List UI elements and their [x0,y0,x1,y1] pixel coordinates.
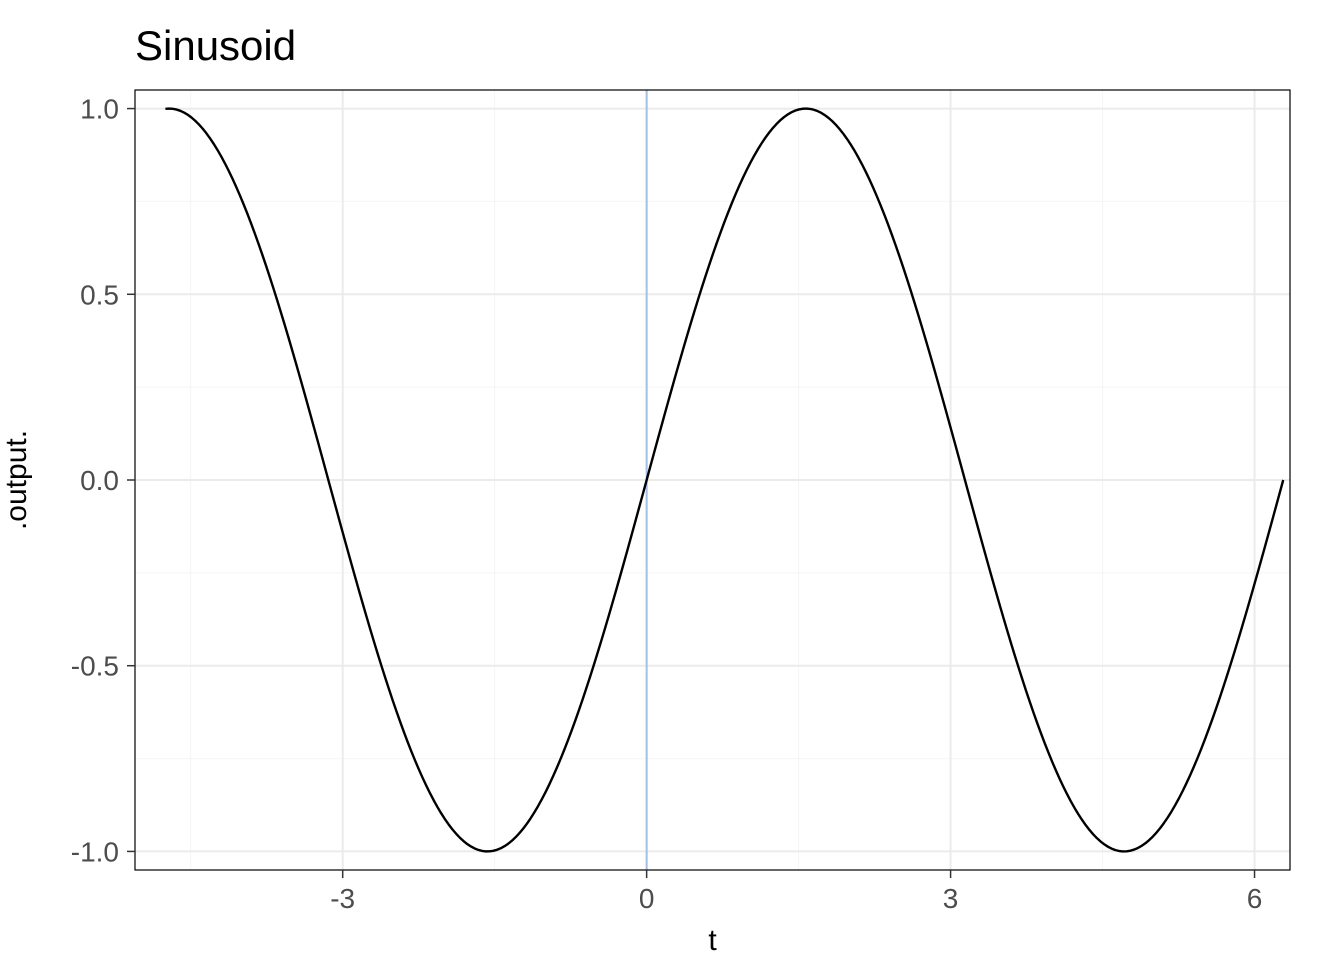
xtick-label: 6 [1247,883,1263,914]
x-axis-label: t [708,924,717,957]
ytick-label: 1.0 [80,94,119,125]
ytick-label: 0.5 [80,279,119,310]
ytick-label: 0.0 [80,465,119,496]
sinusoid-chart: -3 0 3 6 -1.0 -0.5 0.0 0.5 1.0 Sinusoid t .output. [0,0,1344,960]
xtick-label: 0 [639,883,655,914]
xtick-label: 3 [943,883,959,914]
ytick-label: -0.5 [71,651,119,682]
chart-title: Sinusoid [135,22,296,69]
xtick-label: -3 [330,883,355,914]
y-axis-label: .output. [0,430,33,530]
chart-container: -3 0 3 6 -1.0 -0.5 0.0 0.5 1.0 Sinusoid t .output. [0,0,1344,960]
ytick-label: -1.0 [71,836,119,867]
